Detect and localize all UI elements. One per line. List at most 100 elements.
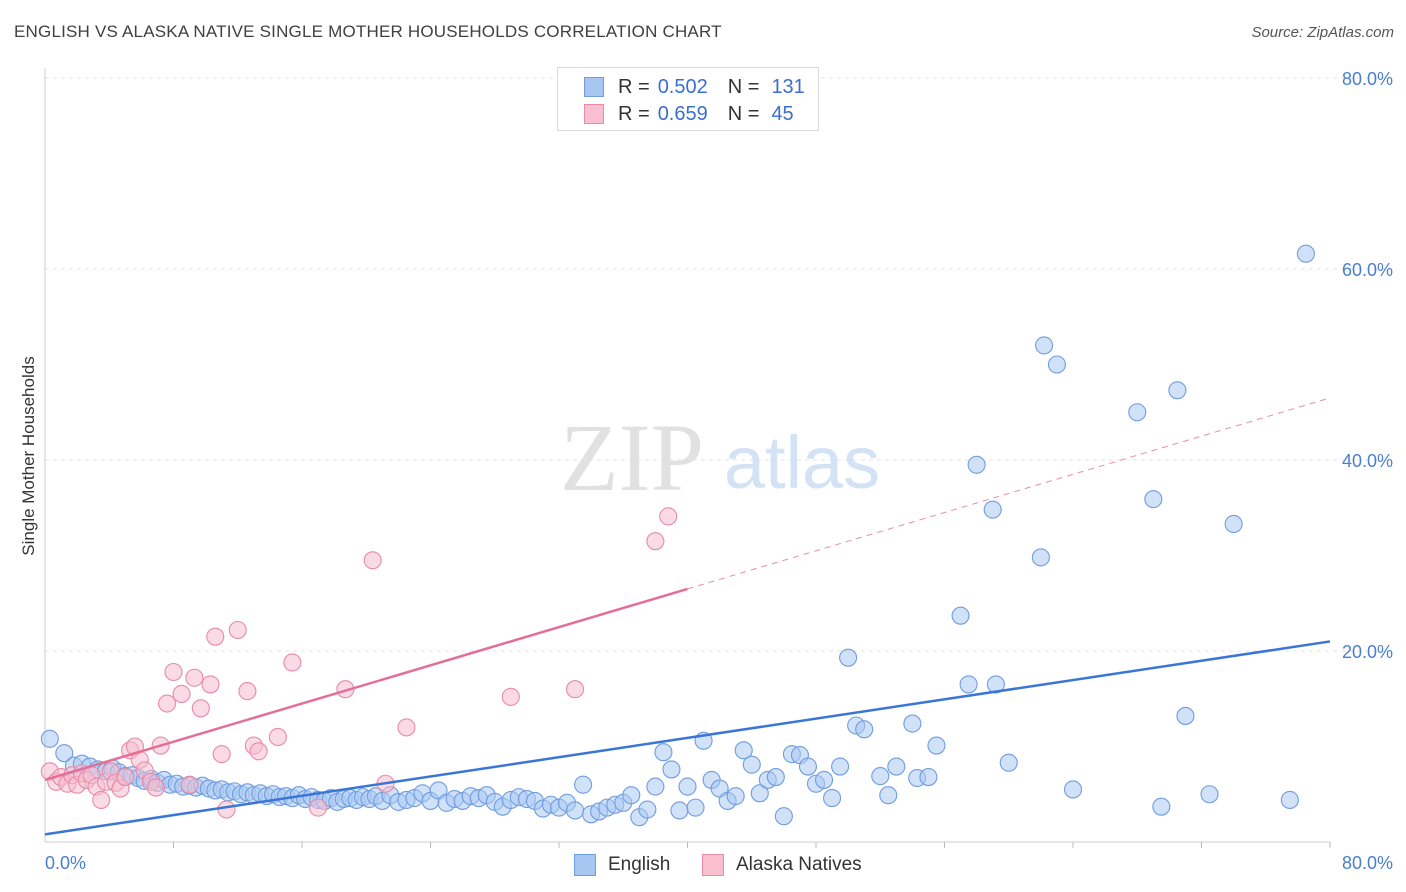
- english-point: [951, 606, 970, 625]
- legend-n-label: N =: [727, 75, 760, 98]
- legend-swatch-alaska: [584, 104, 604, 124]
- alaska-trend-line: [44, 587, 688, 782]
- english-point: [1152, 797, 1171, 816]
- series-swatch-english: [574, 854, 596, 876]
- alaska-point: [238, 682, 257, 701]
- english-point: [919, 768, 938, 787]
- alaska-point: [164, 662, 183, 682]
- alaska-point: [180, 775, 199, 794]
- english-point: [887, 757, 906, 776]
- english-point: [798, 757, 818, 776]
- alaska-points: [40, 507, 678, 819]
- english-point: [1047, 355, 1066, 374]
- english-point: [1128, 403, 1147, 422]
- english-point: [871, 767, 890, 786]
- english-point: [823, 789, 842, 808]
- stats-legend: R = 0.502 N = 131 R = 0.659 N = 45: [557, 67, 819, 131]
- alaska-point: [309, 798, 328, 817]
- english-point: [983, 500, 1002, 519]
- english-point: [999, 753, 1018, 772]
- watermark-atlas: atlas: [724, 421, 880, 504]
- alaska-point: [212, 745, 231, 764]
- english-point: [55, 744, 74, 763]
- alaska-point: [217, 800, 236, 819]
- y-axis-title: Single Mother Households: [19, 356, 38, 555]
- english-point: [1280, 790, 1299, 810]
- alaska-point: [268, 727, 287, 747]
- series-legend-alaska[interactable]: Alaska Natives: [702, 851, 862, 879]
- legend-n-value: 45: [771, 102, 794, 125]
- legend-row-alaska: R = 0.659 N = 45: [584, 101, 794, 127]
- alaska-point: [501, 687, 520, 706]
- english-point: [726, 787, 745, 806]
- legend-r-value: 0.502: [657, 75, 708, 98]
- alaska-point: [191, 699, 210, 718]
- alaska-point: [646, 532, 665, 551]
- english-point: [646, 777, 665, 796]
- y-tick-label: 20.0%: [1342, 642, 1393, 662]
- legend-row-english: R = 0.502 N = 131: [584, 74, 805, 100]
- english-point: [839, 648, 858, 667]
- english-trend-line: [44, 640, 1331, 836]
- legend-r-label: R =: [618, 75, 650, 98]
- x-tick-label-max: 80.0%: [1342, 853, 1393, 873]
- english-point: [879, 786, 898, 805]
- english-point: [1224, 514, 1243, 534]
- y-tick-labels: 20.0% 40.0% 60.0% 80.0%: [1342, 69, 1393, 662]
- series-legend: English Alaska Natives: [0, 851, 1406, 879]
- english-point: [750, 784, 769, 803]
- source-label: Source: ZipAtlas.com: [1251, 24, 1394, 41]
- alaska-point: [146, 778, 165, 797]
- english-point: [1168, 381, 1187, 400]
- english-point: [670, 801, 689, 820]
- alaska-point: [172, 684, 191, 704]
- y-tick-label: 80.0%: [1342, 69, 1393, 89]
- english-point: [967, 455, 986, 474]
- english-point: [742, 755, 761, 774]
- english-point: [1063, 780, 1083, 799]
- english-point: [734, 741, 753, 760]
- english-point: [1200, 785, 1219, 804]
- english-point: [1144, 490, 1163, 509]
- english-point: [927, 736, 946, 755]
- english-point: [566, 801, 585, 820]
- english-point: [622, 786, 641, 805]
- english-point: [1176, 706, 1195, 725]
- english-point: [959, 675, 978, 694]
- alaska-point: [116, 768, 135, 787]
- english-point: [1031, 548, 1050, 567]
- english-point: [686, 798, 705, 817]
- x-axis-ticks: [173, 842, 1331, 848]
- y-tick-label: 60.0%: [1342, 260, 1393, 280]
- alaska-point: [92, 790, 111, 810]
- english-point: [903, 714, 922, 733]
- watermark-zip: ZIP: [560, 404, 704, 511]
- english-point: [678, 777, 697, 796]
- english-point: [1296, 244, 1315, 263]
- english-point: [774, 807, 793, 826]
- alaska-trend-extension: [687, 397, 1331, 590]
- series-swatch-alaska: [702, 854, 724, 876]
- chart-title: ENGLISH VS ALASKA NATIVE SINGLE MOTHER H…: [14, 22, 722, 41]
- x-tick-label-min: 0.0%: [45, 853, 86, 873]
- alaska-point: [363, 551, 382, 570]
- english-point: [574, 775, 593, 794]
- alaska-point: [397, 718, 416, 737]
- series-legend-english[interactable]: English: [574, 851, 670, 879]
- trend-lines: [44, 397, 1331, 836]
- alaska-point: [201, 675, 220, 694]
- y-tick-label: 40.0%: [1342, 451, 1393, 471]
- english-point: [766, 768, 785, 787]
- alaska-point: [158, 694, 177, 713]
- gridlines: [45, 77, 1390, 652]
- alaska-point: [566, 680, 585, 699]
- english-point: [1035, 336, 1054, 355]
- english-point: [986, 675, 1005, 694]
- english-point: [638, 800, 657, 819]
- english-point: [831, 757, 850, 776]
- watermark: ZIP atlas: [560, 404, 880, 511]
- english-point: [855, 720, 874, 739]
- english-point: [654, 743, 673, 762]
- series-label-alaska: Alaska Natives: [736, 854, 862, 875]
